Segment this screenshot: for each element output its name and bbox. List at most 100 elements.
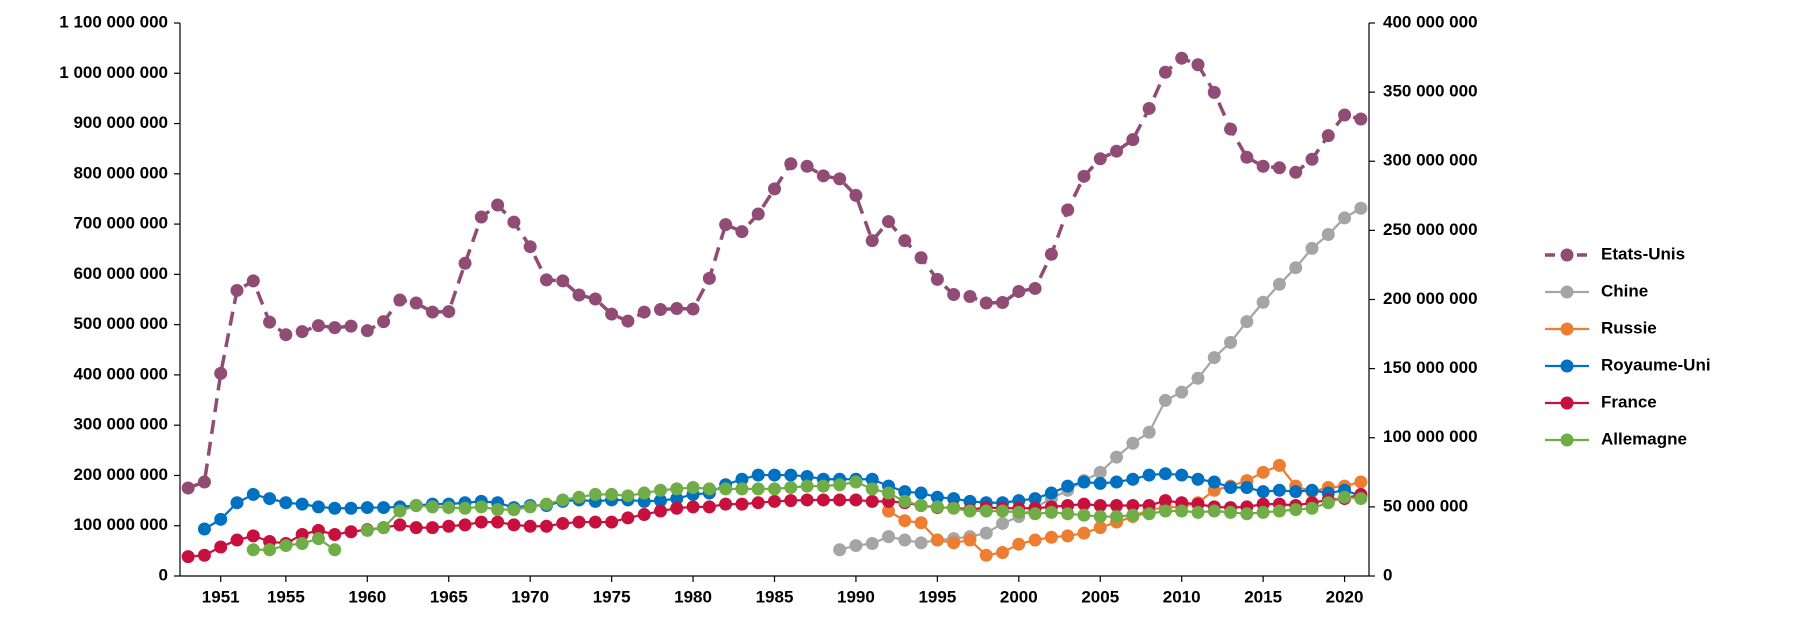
- y-tick-label: 600 000 000: [73, 264, 168, 283]
- point: [670, 501, 684, 515]
- point: [1175, 385, 1189, 399]
- point: [1126, 508, 1140, 522]
- point: [393, 293, 407, 307]
- point: [1077, 169, 1091, 183]
- x-tick-label: 2020: [1326, 587, 1364, 606]
- y2-tick-label: 350 000 000: [1383, 82, 1478, 101]
- point: [539, 519, 553, 533]
- point: [1272, 277, 1286, 291]
- point: [1289, 261, 1303, 275]
- point: [1191, 58, 1205, 72]
- y2-tick-label: 300 000 000: [1383, 151, 1478, 170]
- point: [425, 305, 439, 319]
- point: [1272, 483, 1286, 497]
- point: [963, 533, 977, 547]
- point: [556, 274, 570, 288]
- y2-tick-label: 200 000 000: [1383, 289, 1478, 308]
- x-tick-label: 1975: [593, 587, 631, 606]
- point: [963, 289, 977, 303]
- point: [605, 515, 619, 529]
- point: [1012, 537, 1026, 551]
- point: [409, 521, 423, 535]
- point: [1354, 112, 1368, 126]
- point: [556, 493, 570, 507]
- point: [865, 472, 879, 486]
- point: [1338, 211, 1352, 225]
- point: [377, 521, 391, 535]
- y-tick-label: 400 000 000: [73, 364, 168, 383]
- point: [1256, 465, 1270, 479]
- point: [181, 481, 195, 495]
- point: [979, 296, 993, 310]
- x-tick-label: 2015: [1244, 587, 1282, 606]
- point: [246, 529, 260, 543]
- y-tick-label: 1 100 000 000: [59, 12, 168, 31]
- point: [279, 328, 293, 342]
- point: [719, 218, 733, 232]
- point: [1240, 507, 1254, 521]
- y2-tick-label: 100 000 000: [1383, 427, 1478, 446]
- point: [230, 496, 244, 510]
- point: [328, 501, 342, 515]
- point: [1028, 507, 1042, 521]
- point: [474, 515, 488, 529]
- point: [442, 519, 456, 533]
- point: [865, 537, 879, 551]
- point: [637, 507, 651, 521]
- point: [1354, 201, 1368, 215]
- point: [1012, 284, 1026, 298]
- point: [1240, 150, 1254, 164]
- point: [1142, 468, 1156, 482]
- point: [865, 494, 879, 508]
- point: [377, 315, 391, 329]
- x-tick-label: 1990: [837, 587, 875, 606]
- point: [279, 539, 293, 553]
- point: [1338, 490, 1352, 504]
- point: [670, 492, 684, 506]
- point: [1110, 475, 1124, 489]
- point: [735, 225, 749, 239]
- point: [1093, 521, 1107, 535]
- point: [507, 503, 521, 517]
- point: [1224, 481, 1238, 495]
- point: [328, 543, 342, 557]
- point: [507, 215, 521, 229]
- point: [214, 512, 228, 526]
- point: [197, 475, 211, 489]
- point: [1289, 503, 1303, 517]
- point: [1126, 436, 1140, 450]
- point: [1061, 529, 1075, 543]
- point: [295, 528, 309, 542]
- y-tick-label: 900 000 000: [73, 113, 168, 132]
- point: [214, 540, 228, 554]
- point: [360, 523, 374, 537]
- point: [621, 314, 635, 328]
- y-tick-label: 0: [159, 565, 168, 584]
- point: [539, 273, 553, 287]
- point: [442, 501, 456, 515]
- point: [865, 234, 879, 248]
- x-tick-label: 2000: [1000, 587, 1038, 606]
- point: [1110, 498, 1124, 512]
- point: [653, 504, 667, 518]
- point: [425, 521, 439, 535]
- point: [246, 274, 260, 288]
- point: [768, 482, 781, 496]
- point: [246, 543, 260, 557]
- point: [1207, 351, 1221, 365]
- point: [1289, 165, 1303, 179]
- point: [474, 500, 488, 514]
- point: [1093, 476, 1107, 490]
- point: [263, 315, 277, 329]
- point: [1158, 467, 1172, 481]
- point: [1354, 492, 1368, 506]
- point: [1110, 144, 1124, 158]
- point: [1028, 533, 1042, 547]
- point: [360, 324, 374, 338]
- point: [1240, 315, 1254, 329]
- y-tick-label: 200 000 000: [73, 465, 168, 484]
- point: [1044, 530, 1058, 544]
- point: [686, 302, 700, 316]
- legend-marker: [1560, 359, 1574, 373]
